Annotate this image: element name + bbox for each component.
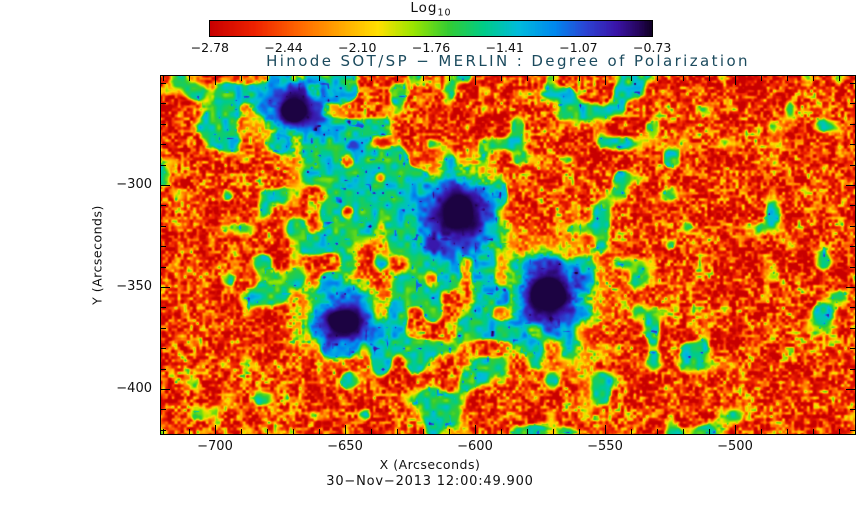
colorbar-title-subscript: 10 xyxy=(437,7,452,19)
colorbar-title-text: Log xyxy=(410,0,438,16)
x-tick-label: −600 xyxy=(457,439,493,454)
colorbar-tick-labels: −2.78 −2.44 −2.10 −1.76 −1.41 −1.07 −0.7… xyxy=(173,40,689,55)
x-tick-labels: −700 −650 −600 −550 −500 xyxy=(150,439,800,454)
x-tick-label: −700 xyxy=(197,439,233,454)
y-axis-title: Y (Arcseconds) xyxy=(89,205,105,305)
colorbar-tick-label: −2.10 xyxy=(338,40,377,55)
y-tick-label: −300 xyxy=(116,177,152,192)
y-tick-label: −400 xyxy=(116,381,152,396)
polarization-map xyxy=(160,75,856,435)
x-tick-label: −650 xyxy=(327,439,363,454)
x-tick-label: −550 xyxy=(587,439,623,454)
y-tick-label: −350 xyxy=(116,279,152,294)
colorbar-title: Log10 xyxy=(331,0,531,19)
plot-title: Hinode SOT/SP − MERLIN : Degree of Polar… xyxy=(266,52,750,70)
colorbar-tick-label: −2.78 xyxy=(190,40,230,55)
x-axis-title: X (Arcseconds) xyxy=(379,457,481,472)
date-caption: 30−Nov−2013 12:00:49.900 xyxy=(326,474,534,489)
x-tick-label: −500 xyxy=(717,439,753,454)
colorbar-tick-label: −0.73 xyxy=(633,40,672,55)
colorbar-gradient xyxy=(209,20,653,37)
colorbar-tick-label: −1.07 xyxy=(559,40,598,55)
colorbar-tick-label: −2.44 xyxy=(264,40,303,55)
colorbar-tick-label: −1.76 xyxy=(411,40,451,55)
colorbar-tick-label: −1.41 xyxy=(485,40,524,55)
